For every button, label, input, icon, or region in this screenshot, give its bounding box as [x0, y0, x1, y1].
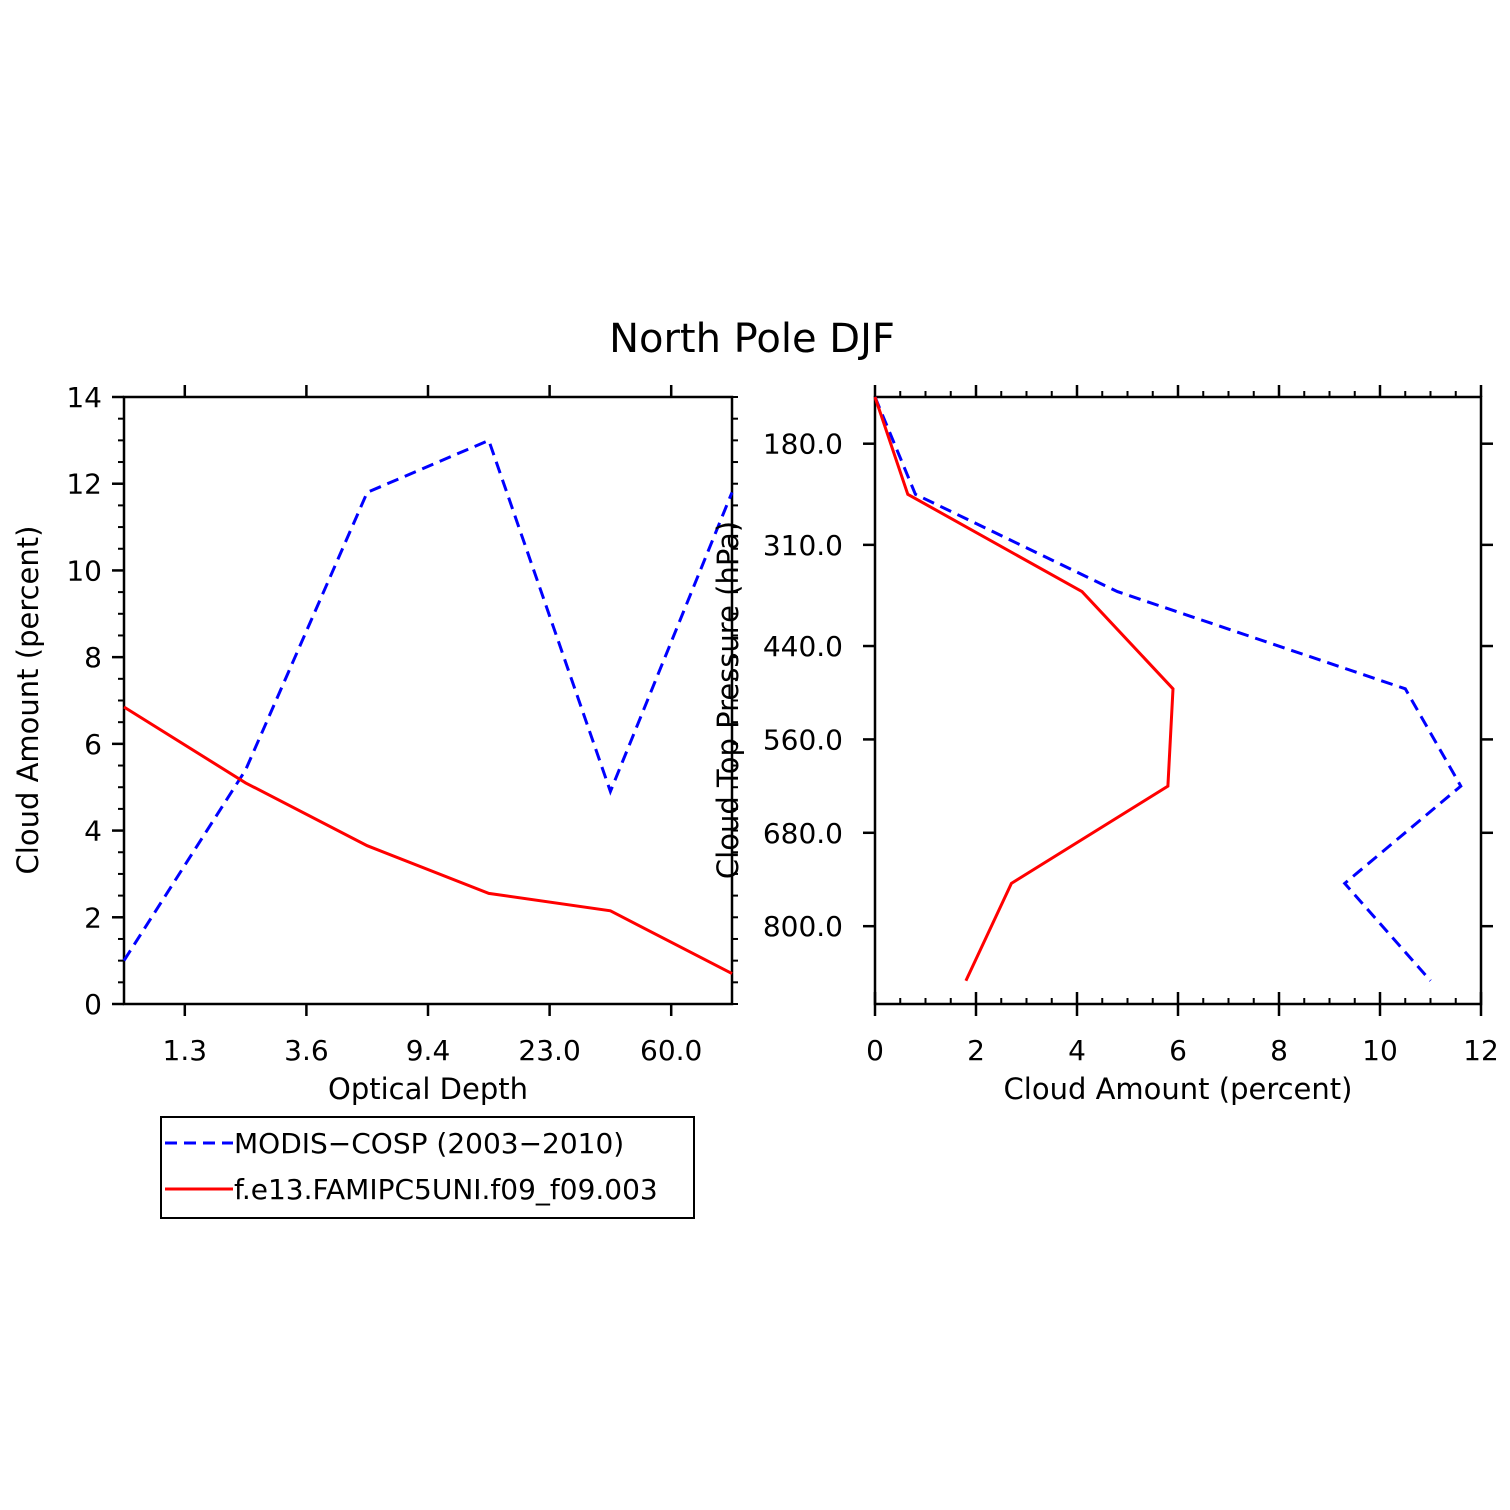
right-y-tick-label: 440.0 — [763, 630, 843, 663]
right-y-axis-label: Cloud Top Pressure (hPa) — [711, 521, 745, 879]
right-plot-frame — [873, 395, 1483, 1006]
left-y-tick-label: 10 — [66, 554, 102, 587]
right-series-model-line — [873, 396, 1175, 982]
right-x-tick-label: 10 — [1362, 1034, 1398, 1067]
right-series-modis-line — [873, 396, 1463, 982]
right-x-axis-label: Cloud Amount (percent) — [1004, 1072, 1353, 1106]
optical-depth-panel: 0 2 4 6 8 10 12 14 1.3 3.6 9.4 23.0 60.0 — [66, 381, 738, 1067]
right-x-tick-label: 4 — [1068, 1034, 1086, 1067]
cloud-top-pressure-panel: 0 2 4 6 8 10 12 180.0 310.0 440.0 560.0 680.0 800.0 — [763, 385, 1499, 1067]
left-y-axis-label: Cloud Amount (percent) — [11, 526, 45, 875]
left-x-axis-label: Optical Depth — [328, 1072, 528, 1106]
right-y-tick-label: 800.0 — [763, 910, 843, 943]
legend-label-model: f.e13.FAMIPC5UNI.f09_f09.003 — [234, 1173, 658, 1206]
right-y-tick-label: 180.0 — [763, 428, 843, 461]
left-y-tick-label: 0 — [84, 988, 102, 1021]
right-x-tick-label: 0 — [866, 1034, 884, 1067]
right-x-tick-label: 6 — [1169, 1034, 1187, 1067]
left-y-tick-label: 14 — [66, 381, 102, 414]
left-x-tick-label: 1.3 — [163, 1034, 208, 1067]
left-x-tick-label: 60.0 — [640, 1034, 702, 1067]
legend: MODIS−COSP (2003−2010) f.e13.FAMIPC5UNI.… — [160, 1116, 695, 1219]
left-x-tick-label: 3.6 — [284, 1034, 329, 1067]
left-x-tick-label: 9.4 — [406, 1034, 451, 1067]
right-x-tick-label: 8 — [1270, 1034, 1288, 1067]
left-y-tick-label: 2 — [84, 901, 102, 934]
right-x-tick-label: 12 — [1463, 1034, 1499, 1067]
chart-title: North Pole DJF — [609, 316, 895, 362]
left-y-tick-label: 6 — [84, 728, 102, 761]
right-y-tick-label: 560.0 — [763, 723, 843, 756]
left-series-modis-line — [122, 438, 734, 962]
left-x-tick-label: 23.0 — [518, 1034, 580, 1067]
left-y-tick-label: 8 — [84, 641, 102, 674]
left-y-tick-label: 4 — [84, 815, 102, 848]
left-plot-frame — [122, 395, 734, 1006]
left-series-model-line — [123, 705, 733, 975]
legend-label-modis: MODIS−COSP (2003−2010) — [234, 1127, 624, 1160]
right-x-tick-label: 2 — [967, 1034, 985, 1067]
right-y-tick-label: 310.0 — [763, 529, 843, 562]
legend-box — [160, 1116, 695, 1219]
left-y-tick-label: 12 — [66, 468, 102, 501]
right-y-tick-label: 680.0 — [763, 817, 843, 850]
